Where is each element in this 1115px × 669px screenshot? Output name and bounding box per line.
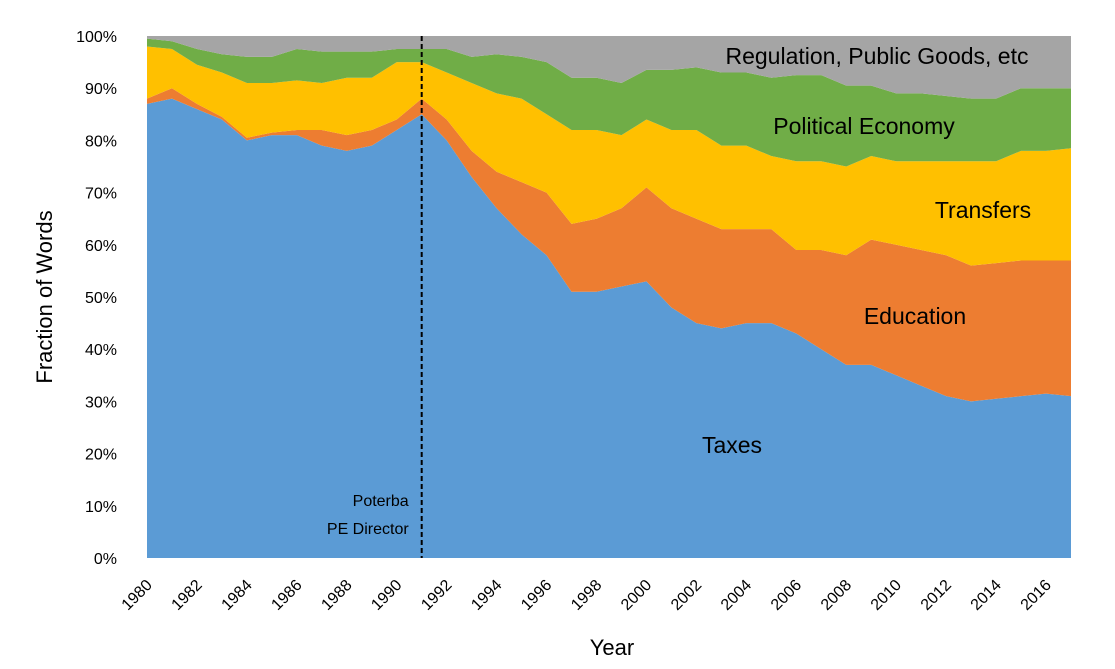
series-label-taxes: Taxes — [702, 432, 762, 458]
y-tick-label: 70% — [85, 186, 117, 203]
series-label-transfers: Transfers — [935, 197, 1031, 223]
area-series-political-economy — [147, 38, 1071, 167]
x-tick-label: 2004 — [718, 577, 755, 614]
area-series-transfers — [147, 46, 1071, 266]
x-tick-label: 1984 — [219, 577, 256, 614]
x-tick-label: 1990 — [368, 577, 405, 614]
series-labels: Taxes Education Transfers Political Econ… — [702, 43, 1031, 458]
x-tick-label: 1988 — [318, 577, 355, 614]
y-tick-label: 10% — [85, 499, 117, 516]
x-tick-label: 2016 — [1018, 577, 1055, 614]
x-tick-label: 2014 — [968, 577, 1005, 614]
y-tick-label: 80% — [85, 133, 117, 150]
y-tick-label: 50% — [85, 290, 117, 307]
x-tick-label: 1982 — [169, 577, 206, 614]
y-tick-label: 90% — [85, 81, 117, 98]
plot-area — [147, 36, 1071, 558]
x-tick-label: 2002 — [668, 577, 705, 614]
x-axis-tick-labels: 1980 1982 1984 1986 1988 1990 1992 1994 1996 1998… — [119, 577, 1055, 614]
x-tick-label: 1998 — [568, 577, 605, 614]
series-label-education: Education — [864, 303, 966, 329]
x-tick-label: 1992 — [418, 577, 455, 614]
area-series-taxes — [147, 98, 1071, 558]
x-axis-title: Year — [590, 635, 634, 660]
y-tick-label: 40% — [85, 342, 117, 359]
y-tick-label: 20% — [85, 447, 117, 464]
y-tick-label: 0% — [94, 551, 117, 568]
series-label-regulation: Regulation, Public Goods, etc — [725, 43, 1028, 69]
x-tick-label: 1980 — [119, 577, 156, 614]
x-tick-label: 1986 — [268, 577, 305, 614]
y-tick-label: 100% — [76, 29, 117, 46]
y-tick-label: 60% — [85, 238, 117, 255]
series-label-political-economy: Political Economy — [773, 113, 955, 139]
y-axis-title: Fraction of Words — [32, 210, 57, 383]
x-tick-label: 2012 — [918, 577, 955, 614]
annotation-layer: Poterba PE Director — [327, 36, 423, 558]
y-axis-tick-labels: 0% 10% 20% 30% 40% 50% 60% 70% 80% 90% 100% — [76, 29, 117, 568]
x-tick-label: 2006 — [768, 577, 805, 614]
area-series-education — [147, 88, 1071, 402]
x-tick-label: 2008 — [818, 577, 855, 614]
x-tick-label: 1994 — [468, 577, 505, 614]
area-series-regulation-public-goods-etc — [147, 36, 1071, 99]
annotation-line-2: PE Director — [327, 521, 409, 538]
y-tick-label: 30% — [85, 394, 117, 411]
x-tick-label: 2000 — [618, 577, 655, 614]
x-tick-label: 1996 — [518, 577, 555, 614]
annotation-line-1: Poterba — [353, 493, 409, 510]
x-tick-label: 2010 — [868, 577, 905, 614]
